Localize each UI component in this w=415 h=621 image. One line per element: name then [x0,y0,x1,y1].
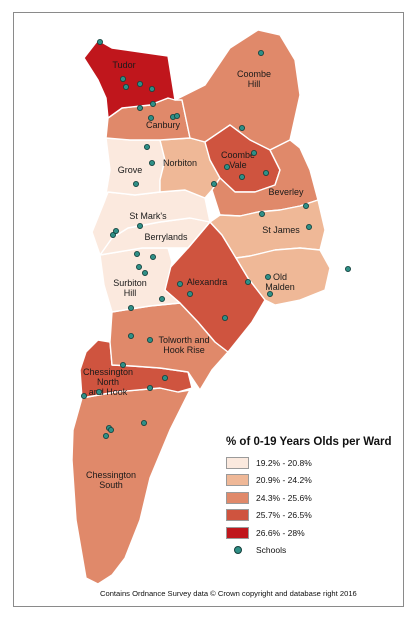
school-marker[interactable] [103,432,110,439]
school-marker[interactable] [96,388,103,395]
legend-swatch [226,491,249,504]
label-st-marks: St Mark's [129,211,167,221]
legend-item: 20.9% - 24.2% [226,472,401,490]
label-chessington-north: Chessington North and Hook [83,367,133,397]
school-marker[interactable] [148,86,155,93]
school-marker[interactable] [113,227,120,234]
school-marker[interactable] [136,105,143,112]
school-marker[interactable] [136,222,143,229]
legend-label-schools: Schools [256,545,287,556]
legend-item: 26.6% - 28% [226,524,401,542]
school-marker[interactable] [210,180,217,187]
school-marker[interactable] [135,263,142,270]
school-marker[interactable] [344,265,351,272]
school-marker[interactable] [258,210,265,217]
school-marker[interactable] [127,332,134,339]
label-alexandra: Alexandra [187,277,228,287]
school-marker[interactable] [136,81,143,88]
label-coombe-vale: Coombe Vale [221,150,255,170]
map-legend: % of 0-19 Years Olds per Ward 19.2% - 20… [226,436,401,559]
school-marker[interactable] [143,143,150,150]
school-marker[interactable] [127,304,134,311]
label-chessington-south: Chessington South [86,470,136,490]
school-marker[interactable] [146,336,153,343]
label-beverley: Beverley [268,187,304,197]
school-marker[interactable] [257,50,264,57]
label-norbiton: Norbiton [163,158,197,168]
school-marker[interactable] [110,231,117,238]
school-marker[interactable] [149,101,156,108]
school-marker[interactable] [149,253,156,260]
school-marker[interactable] [140,419,147,426]
school-marker[interactable] [223,163,230,170]
ward-labels: Tudor Coombe Hill Canbury Grove Norbiton … [83,60,304,490]
school-marker[interactable] [161,374,168,381]
label-berrylands: Berrylands [144,232,188,242]
school-marker[interactable] [173,113,180,120]
school-marker[interactable] [147,115,154,122]
ward-tudor[interactable] [83,39,176,119]
school-marker[interactable] [176,280,183,287]
school-marker[interactable] [266,290,273,297]
school-marker[interactable] [120,361,127,368]
school-legend-icon [226,544,249,556]
school-marker[interactable] [250,149,257,156]
legend-item-schools: Schools [226,542,401,560]
legend-label: 26.6% - 28% [256,527,305,538]
school-marker[interactable] [148,159,155,166]
school-marker[interactable] [141,269,148,276]
label-st-james: St James [262,225,300,235]
label-tudor: Tudor [112,60,135,70]
school-marker[interactable] [97,39,104,46]
school-marker[interactable] [81,392,88,399]
school-marker[interactable] [302,202,309,209]
legend-label: 20.9% - 24.2% [256,475,312,486]
label-old-malden: Old Malden [265,272,295,292]
school-marker[interactable] [120,76,127,83]
label-surbiton-hill: Surbiton Hill [113,278,147,298]
legend-title: % of 0-19 Years Olds per Ward [226,436,392,448]
legend-label: 19.2% - 20.8% [256,457,312,468]
school-marker[interactable] [186,290,193,297]
legend-swatch [226,509,249,522]
school-marker[interactable] [133,250,140,257]
label-canbury: Canbury [146,120,181,130]
legend-item: 24.3% - 25.6% [226,489,401,507]
school-markers [81,39,351,439]
school-marker[interactable] [123,84,130,91]
school-marker[interactable] [146,384,153,391]
school-marker[interactable] [264,273,271,280]
label-grove: Grove [118,165,143,175]
ward-old-malden[interactable] [235,247,331,306]
school-marker[interactable] [221,314,228,321]
school-marker[interactable] [108,426,115,433]
legend-swatch [226,456,249,469]
legend-item: 19.2% - 20.8% [226,454,401,472]
school-marker[interactable] [158,295,165,302]
school-marker[interactable] [238,173,245,180]
school-marker[interactable] [244,278,251,285]
school-marker[interactable] [132,180,139,187]
copyright-credit: Contains Ordnance Survey data © Crown co… [100,589,357,598]
legend-swatch [226,474,249,487]
school-marker[interactable] [305,223,312,230]
legend-item: 25.7% - 26.5% [226,507,401,525]
ward-chessington-south[interactable] [71,387,191,585]
label-tolworth: Tolworth and Hook Rise [158,335,209,355]
school-marker[interactable] [262,169,269,176]
legend-swatch [226,526,249,539]
legend-label: 25.7% - 26.5% [256,510,312,521]
label-coombe-hill: Coombe Hill [237,69,271,89]
legend-label: 24.3% - 25.6% [256,492,312,503]
school-marker[interactable] [238,125,245,132]
